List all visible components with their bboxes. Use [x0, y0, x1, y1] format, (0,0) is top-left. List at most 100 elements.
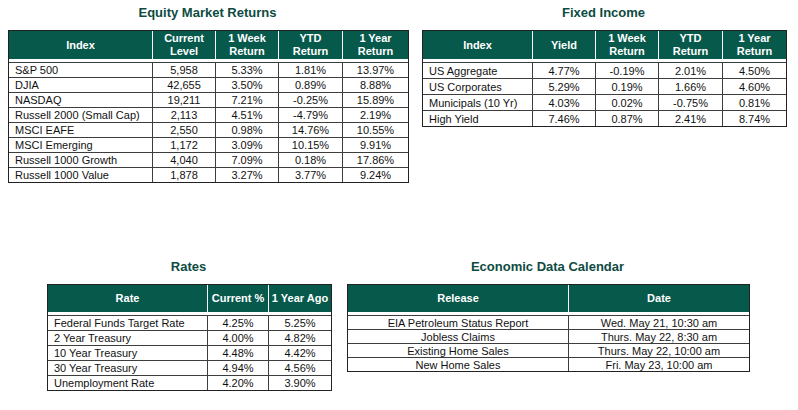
table-cell: 5.25%: [269, 315, 331, 330]
header-row: IndexCurrent Level1 Week ReturnYTD Retur…: [9, 31, 408, 62]
table-cell: 4.03%: [533, 94, 596, 110]
table-row: US Aggregate4.77%-0.19%2.01%4.50%: [423, 62, 786, 78]
table-cell: 2.41%: [659, 110, 723, 126]
table-cell: MSCI Emerging: [9, 137, 153, 152]
column-header: 1 Week Return: [216, 31, 279, 62]
table-cell: Russell 1000 Value: [9, 167, 153, 182]
table-cell: Russell 2000 (Small Cap): [9, 107, 153, 122]
rates-table-title: Rates: [47, 257, 330, 276]
fixed-data-table: IndexYield1 Week ReturnYTD Return1 Year …: [422, 30, 787, 127]
equity-table-title: Equity Market Returns: [8, 3, 407, 22]
table-cell: Russell 1000 Growth: [9, 152, 153, 167]
table-cell: 3.27%: [216, 167, 279, 182]
table-cell: 2 Year Treasury: [48, 330, 208, 345]
table-row: Russell 2000 (Small Cap)2,1134.51%-4.79%…: [9, 107, 408, 122]
column-header: 1 Year Ago: [269, 285, 331, 315]
table-cell: 0.19%: [596, 78, 659, 94]
table-row: DJIA42,6553.50%0.89%8.88%: [9, 77, 408, 92]
table-cell: 5,958: [153, 62, 216, 77]
table-cell: 4.51%: [216, 107, 279, 122]
header-row: IndexYield1 Week ReturnYTD Return1 Year …: [423, 31, 786, 62]
table-cell: 4.42%: [269, 345, 331, 360]
rates-data-table: RateCurrent %1 Year AgoFederal Funds Tar…: [47, 284, 332, 391]
column-header: Index: [9, 31, 153, 62]
table-row: 10 Year Treasury4.48%4.42%: [48, 345, 331, 360]
table-row: NASDAQ19,2117.21%-0.25%15.89%: [9, 92, 408, 107]
table-cell: 1.66%: [659, 78, 723, 94]
table-row: New Home SalesFri. May 23, 10:00 am: [348, 357, 749, 371]
table-cell: 10.15%: [279, 137, 343, 152]
equity-data-table: IndexCurrent Level1 Week ReturnYTD Retur…: [8, 30, 409, 183]
table-cell: 0.18%: [279, 152, 343, 167]
econ-data-table: ReleaseDateEIA Petroleum Status ReportWe…: [347, 284, 750, 372]
table-cell: 19,211: [153, 92, 216, 107]
column-header: 1 Year Return: [343, 31, 408, 62]
table-cell: 1.81%: [279, 62, 343, 77]
column-header: YTD Return: [659, 31, 723, 62]
table-row: Municipals (10 Yr)4.03%0.02%-0.75%0.81%: [423, 94, 786, 110]
table-cell: 30 Year Treasury: [48, 360, 208, 375]
table-cell: 4.20%: [208, 375, 269, 390]
table-cell: 5.33%: [216, 62, 279, 77]
table-cell: 2.01%: [659, 62, 723, 78]
column-header: YTD Return: [279, 31, 343, 62]
table-row: 2 Year Treasury4.00%4.82%: [48, 330, 331, 345]
table-cell: 1,172: [153, 137, 216, 152]
table-cell: 3.50%: [216, 77, 279, 92]
header-row: RateCurrent %1 Year Ago: [48, 285, 331, 315]
table-cell: 4.56%: [269, 360, 331, 375]
table-cell: 14.76%: [279, 122, 343, 137]
header-row: ReleaseDate: [348, 285, 749, 315]
table-cell: EIA Petroleum Status Report: [348, 315, 569, 329]
table-cell: Jobless Claims: [348, 329, 569, 343]
column-header: 1 Week Return: [596, 31, 659, 62]
table-row: S&P 5005,9585.33%1.81%13.97%: [9, 62, 408, 77]
table-cell: S&P 500: [9, 62, 153, 77]
column-header: Current Level: [153, 31, 216, 62]
table-cell: 4.82%: [269, 330, 331, 345]
table-row: Russell 1000 Value1,8783.27%3.77%9.24%: [9, 167, 408, 182]
table-row: High Yield7.46%0.87%2.41%8.74%: [423, 110, 786, 126]
fixed-income-table-title: Fixed Income: [422, 3, 785, 22]
column-header: Yield: [533, 31, 596, 62]
fixed-income-section: Fixed Income IndexYield1 Week ReturnYTD …: [422, 3, 785, 127]
table-cell: 8.88%: [343, 77, 408, 92]
table-cell: 4.50%: [723, 62, 786, 78]
table-cell: US Corporates: [423, 78, 533, 94]
table-cell: US Aggregate: [423, 62, 533, 78]
table-cell: 0.02%: [596, 94, 659, 110]
table-cell: 0.81%: [723, 94, 786, 110]
table-cell: 4.00%: [208, 330, 269, 345]
table-cell: MSCI EAFE: [9, 122, 153, 137]
table-cell: -0.19%: [596, 62, 659, 78]
table-cell: 1,878: [153, 167, 216, 182]
table-cell: -4.79%: [279, 107, 343, 122]
table-cell: 7.46%: [533, 110, 596, 126]
table-cell: 13.97%: [343, 62, 408, 77]
table-cell: 10 Year Treasury: [48, 345, 208, 360]
column-header: Index: [423, 31, 533, 62]
table-row: Jobless ClaimsThurs. May 22, 8:30 am: [348, 329, 749, 343]
table-cell: NASDAQ: [9, 92, 153, 107]
rates-table: RateCurrent %1 Year AgoFederal Funds Tar…: [47, 284, 330, 391]
table-row: MSCI Emerging1,1723.09%10.15%9.91%: [9, 137, 408, 152]
table-cell: High Yield: [423, 110, 533, 126]
table-cell: Wed. May 21, 10:30 am: [569, 315, 749, 329]
column-header: Rate: [48, 285, 208, 315]
table-cell: 4,040: [153, 152, 216, 167]
table-cell: New Home Sales: [348, 357, 569, 371]
table-cell: DJIA: [9, 77, 153, 92]
column-header: Current %: [208, 285, 269, 315]
table-cell: -0.25%: [279, 92, 343, 107]
table-cell: 4.48%: [208, 345, 269, 360]
table-cell: 0.98%: [216, 122, 279, 137]
table-cell: 0.87%: [596, 110, 659, 126]
table-cell: Municipals (10 Yr): [423, 94, 533, 110]
table-cell: 10.55%: [343, 122, 408, 137]
equity-table: IndexCurrent Level1 Week ReturnYTD Retur…: [8, 30, 407, 183]
economic-calendar-table-title: Economic Data Calendar: [347, 257, 748, 276]
table-cell: 5.29%: [533, 78, 596, 94]
table-cell: 7.09%: [216, 152, 279, 167]
table-cell: 3.77%: [279, 167, 343, 182]
table-cell: 4.94%: [208, 360, 269, 375]
